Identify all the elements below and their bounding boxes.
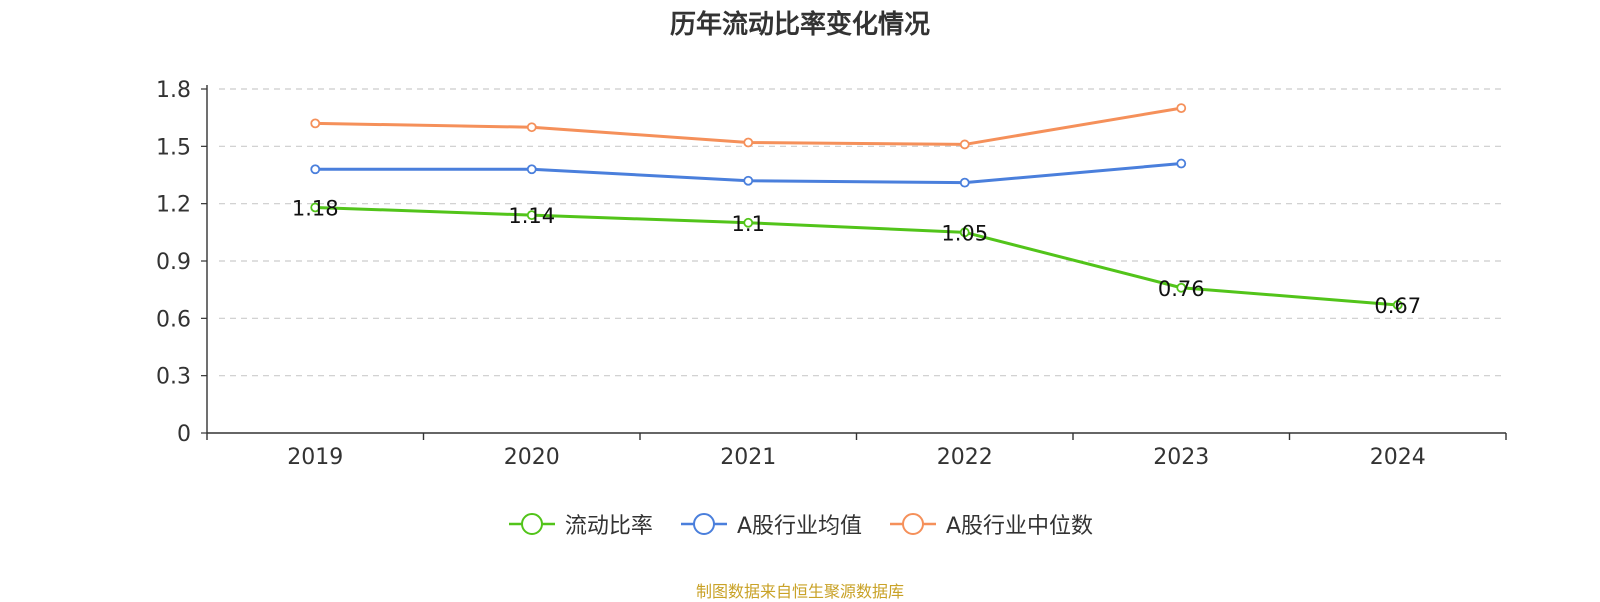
data-point[interactable]	[310, 164, 321, 175]
x-tick-label: 2020	[504, 445, 560, 470]
data-label: 0.76	[1158, 277, 1205, 301]
legend-label: A股行业均值	[736, 514, 862, 539]
y-tick-label: 1.2	[156, 193, 191, 218]
x-tick-label: 2019	[287, 445, 343, 470]
data-label: 1.14	[508, 204, 555, 228]
data-label: 1.05	[941, 221, 988, 245]
grid-lines	[219, 88, 1506, 377]
data-point[interactable]	[526, 164, 537, 175]
source-note: 制图数据来自恒生聚源数据库	[695, 582, 904, 601]
y-tick-label: 1.5	[156, 135, 191, 160]
data-point[interactable]	[526, 122, 537, 133]
data-point[interactable]	[743, 137, 754, 148]
axes: 0 0.3 0.6 0.9 1.2 1.5 1.8 2019 2020 2021 2022 2023 2…	[156, 78, 1507, 470]
x-tick-label: 2024	[1370, 445, 1426, 470]
y-tick-label: 0.3	[156, 365, 191, 390]
y-tick-label: 0	[177, 422, 191, 447]
x-tick-label: 2021	[720, 445, 776, 470]
data-point[interactable]	[959, 177, 970, 188]
series-line	[315, 205, 1398, 307]
series-lines	[310, 103, 1403, 310]
y-tick-label: 1.8	[156, 78, 191, 103]
legend: 流动比率 A股行业均值 A股行业中位数	[0, 508, 1600, 540]
legend-item[interactable]: 流动比率	[507, 508, 653, 540]
x-tick-label: 2022	[937, 445, 993, 470]
data-point[interactable]	[310, 202, 321, 213]
data-point[interactable]	[1176, 103, 1187, 114]
data-point[interactable]	[1176, 282, 1187, 293]
y-tick-label: 0.6	[156, 307, 191, 332]
data-label: 1.1	[732, 212, 765, 236]
legend-label: 流动比率	[564, 514, 653, 539]
data-label: 0.67	[1374, 294, 1421, 318]
legend-line-marker-icon	[508, 513, 555, 535]
data-point[interactable]	[959, 139, 970, 150]
y-tick-label: 0.9	[156, 250, 191, 275]
data-labels: 1.18 1.14 1.1 1.05 0.76 0.67	[292, 196, 1421, 317]
data-point[interactable]	[743, 217, 754, 228]
chart-title: 历年流动比率变化情况	[669, 10, 930, 40]
legend-item[interactable]: A股行业均值	[679, 508, 862, 540]
legend-label: A股行业中位数	[946, 514, 1094, 539]
legend-line-marker-icon	[680, 513, 727, 535]
data-point[interactable]	[310, 118, 321, 129]
data-point[interactable]	[1176, 158, 1187, 169]
data-point[interactable]	[526, 210, 537, 221]
data-point[interactable]	[743, 175, 754, 186]
legend-line-marker-icon	[890, 513, 936, 535]
data-point[interactable]	[959, 227, 970, 238]
x-tick-label: 2023	[1153, 445, 1209, 470]
legend-item[interactable]: A股行业中位数	[888, 508, 1093, 540]
data-label: 1.18	[292, 196, 339, 220]
data-point[interactable]	[1392, 300, 1403, 310]
